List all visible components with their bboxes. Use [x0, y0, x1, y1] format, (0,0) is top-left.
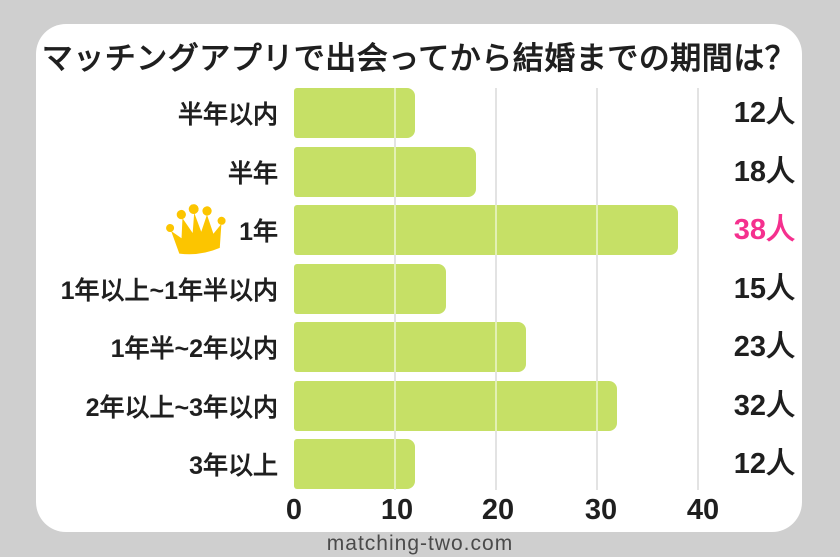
category-label: 3年以上: [36, 439, 278, 489]
value-label: 32人: [733, 389, 795, 422]
value-label: 12人: [733, 97, 795, 129]
bar: [294, 88, 415, 138]
bar-row: 半年以内 12人: [36, 88, 802, 138]
category-label: 1年半~2年以内: [36, 322, 278, 372]
category-label: 半年: [36, 147, 278, 197]
bar: [294, 263, 446, 314]
x-axis-tick: 40: [686, 494, 720, 526]
value-label-highlight: 38人: [733, 214, 795, 246]
chart-title: マッチングアプリで出会ってから結婚までの期間は？: [41, 41, 797, 76]
x-axis-tick: 30: [584, 494, 618, 526]
x-axis-tick: 0: [285, 494, 303, 526]
site-credit: matching-two.com: [326, 532, 514, 555]
x-axis-tick: 10: [380, 494, 414, 526]
category-label-text: 1年以上~1年半以内: [60, 276, 278, 305]
value-label: 12人: [733, 448, 795, 480]
category-label-text: 半年以内: [177, 101, 278, 129]
gridline-30: [596, 88, 598, 490]
bar: [294, 146, 476, 197]
category-label: 2年以上~3年以内: [36, 381, 278, 431]
gridline-20: [495, 88, 497, 490]
bar-row: 1年 38人: [36, 204, 802, 255]
category-label-text: 半年: [227, 159, 278, 188]
crown-icon: [166, 204, 226, 255]
category-label-text: 1年: [239, 218, 278, 246]
bar: [294, 439, 415, 489]
value-label: 23人: [733, 331, 795, 363]
bar: [294, 380, 617, 431]
x-axis-tick: 20: [481, 494, 515, 526]
category-label-text: 2年以上~3年以内: [85, 393, 278, 422]
category-label: 1年: [36, 204, 278, 255]
bar: [294, 322, 526, 372]
value-label: 15人: [733, 272, 795, 305]
bar-row: 1年以上~1年半以内 15人: [36, 263, 802, 314]
bar-row: 1年半~2年以内 23人: [36, 322, 802, 372]
bar: [294, 205, 678, 255]
bar-row: 半年 18人: [36, 146, 802, 197]
value-label: 18人: [733, 155, 795, 188]
chart-card: マッチングアプリで出会ってから結婚までの期間は？ 半年以内 12人 半年 18人: [36, 24, 802, 532]
category-label: 半年以内: [36, 88, 278, 138]
bar-row: 2年以上~3年以内 32人: [36, 380, 802, 431]
bar-row: 3年以上 12人: [36, 439, 802, 489]
category-label-text: 1年半~2年以内: [110, 335, 278, 363]
category-label-text: 3年以上: [189, 452, 278, 480]
category-label: 1年以上~1年半以内: [36, 264, 278, 314]
gridline-40: [697, 88, 699, 490]
